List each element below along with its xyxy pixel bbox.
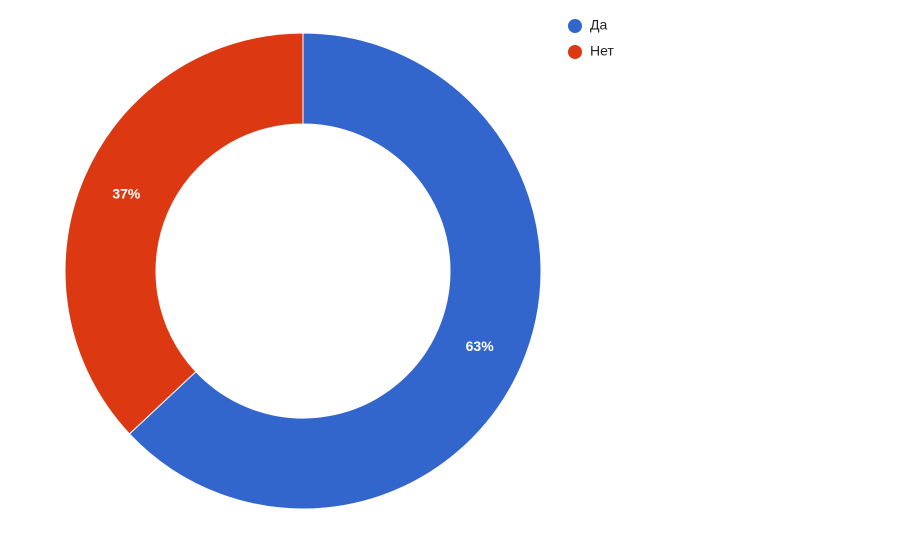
value-label: 37%: [112, 185, 141, 201]
donut-slice: [64, 32, 304, 435]
donut-slice: [128, 32, 542, 510]
legend-marker: [568, 45, 582, 59]
legend-text: Нет: [590, 43, 614, 59]
legend-text: Да: [590, 17, 607, 33]
value-label: 63%: [466, 338, 495, 354]
legend-marker: [568, 19, 582, 33]
